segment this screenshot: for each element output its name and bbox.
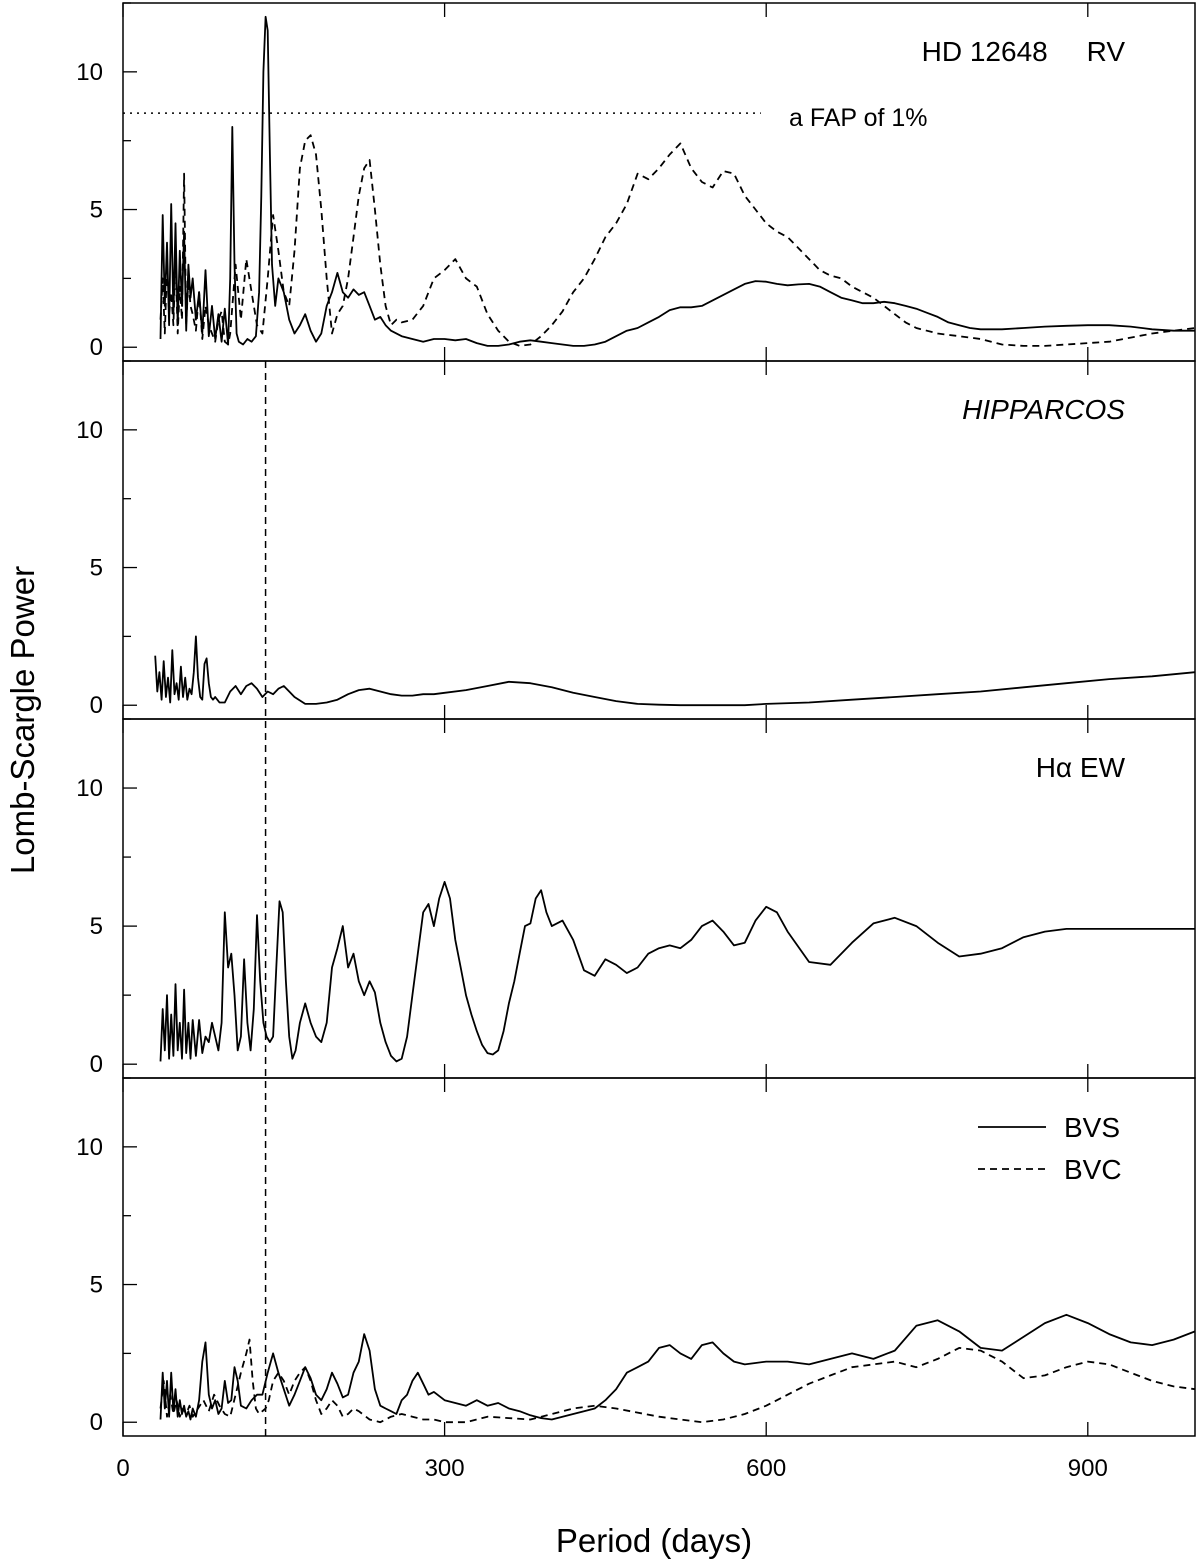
x-axis-title: Period (days) — [556, 1522, 752, 1559]
y-tick-label: 10 — [76, 417, 103, 444]
series-line-solid — [154, 635, 1196, 707]
legend-label: BVC — [1064, 1154, 1122, 1185]
x-tick-label: 300 — [425, 1455, 465, 1482]
series-line-solid — [159, 15, 1195, 347]
x-tick-label: 600 — [746, 1455, 786, 1482]
y-tick-label: 5 — [90, 555, 103, 582]
y-tick-label: 0 — [90, 692, 103, 719]
panel-4: 0 5 10 BVS BVC — [76, 1077, 1196, 1437]
panel-title: Hα EW — [1036, 752, 1126, 783]
x-tick-labels: 0 300 600 900 — [116, 1455, 1108, 1482]
y-tick-label: 5 — [90, 197, 103, 224]
y-tick-label: 0 — [90, 334, 103, 361]
x-tick-label: 0 — [116, 1455, 129, 1482]
y-tick-label: 10 — [76, 59, 103, 86]
y-tick-label: 10 — [76, 1134, 103, 1161]
series-line-solid — [159, 1313, 1196, 1421]
y-tick-label: 0 — [90, 1409, 103, 1436]
panel-title: HD 12648 RV — [922, 36, 1126, 67]
series-line-dashed — [159, 1338, 1196, 1424]
panel-frame — [122, 718, 1196, 1079]
y-axis-title: Lomb-Scargle Power — [4, 566, 41, 874]
y-tick-label: 5 — [90, 1272, 103, 1299]
legend-label: BVS — [1064, 1112, 1120, 1143]
y-tick-label: 0 — [90, 1051, 103, 1078]
series-line-dashed — [159, 134, 1196, 347]
panel-frame — [122, 1077, 1196, 1437]
x-tick-label: 900 — [1068, 1455, 1108, 1482]
panel-title: HIPPARCOS — [962, 394, 1125, 425]
panel-2: 0 5 10 HIPPARCOS — [76, 360, 1196, 720]
series-line-solid — [159, 881, 1195, 1063]
y-tick-label: 10 — [76, 775, 103, 802]
panel-1: 0 5 10 a FAP of 1% HD 12648 RV — [76, 2, 1196, 362]
fap-threshold-label: a FAP of 1% — [789, 104, 928, 132]
panel-3: 0 5 10 Hα EW — [76, 718, 1196, 1079]
y-tick-label: 5 — [90, 913, 103, 940]
